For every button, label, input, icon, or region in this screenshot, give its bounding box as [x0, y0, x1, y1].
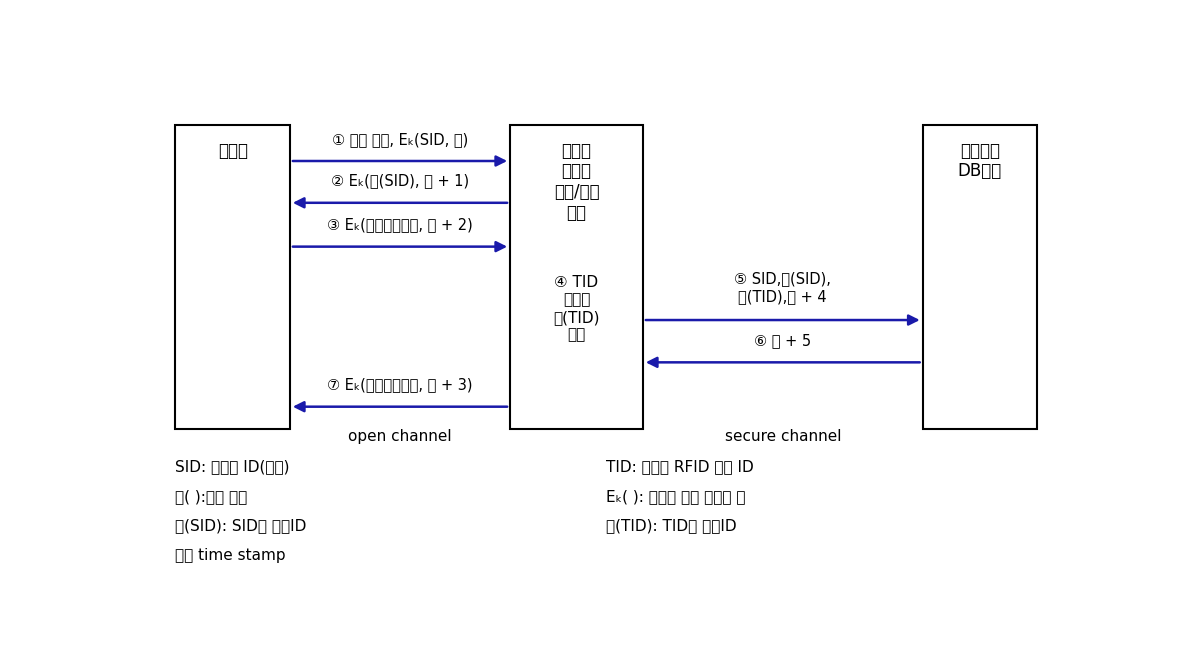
Text: open channel: open channel: [348, 429, 452, 444]
Text: 전자출결
DB서버: 전자출결 DB서버: [958, 142, 1002, 181]
Text: ⑤ SID,𝑟(SID),
𝑟(TID),𝑡 + 4: ⑤ SID,𝑟(SID), 𝑟(TID),𝑡 + 4: [735, 271, 832, 304]
Text: ④ TID
등록과
𝑟(TID)
생성: ④ TID 등록과 𝑟(TID) 생성: [554, 275, 600, 342]
Text: Eₖ( ): 비밀키 𝑘로 암호화 됨: Eₖ( ): 비밀키 𝑘로 암호화 됨: [606, 489, 745, 504]
Bar: [923, 125, 1037, 428]
Bar: [175, 125, 290, 428]
Text: SID: 학생의 ID(학번): SID: 학생의 ID(학번): [175, 459, 290, 474]
Text: 𝑟(SID): SID의 메타ID: 𝑟(SID): SID의 메타ID: [175, 518, 306, 534]
Text: 다기능
학생증
등록/발급
서버: 다기능 학생증 등록/발급 서버: [554, 142, 600, 222]
Text: ① 등록 요청, Eₖ(SID, 𝑡): ① 등록 요청, Eₖ(SID, 𝑡): [332, 132, 468, 147]
Text: ⑥ 𝑡 + 5: ⑥ 𝑡 + 5: [755, 333, 812, 348]
Text: secure channel: secure channel: [724, 429, 841, 444]
Text: ② Eₖ(𝑟(SID), 𝑡 + 1): ② Eₖ(𝑟(SID), 𝑡 + 1): [331, 173, 470, 189]
Bar: [510, 125, 644, 428]
Text: TID: 학생의 RFID 태그 ID: TID: 학생의 RFID 태그 ID: [606, 459, 754, 474]
Text: 𝑡： time stamp: 𝑡： time stamp: [175, 548, 286, 563]
Text: 관리자: 관리자: [218, 142, 247, 160]
Text: ③ Eₖ(태그발급요청, 𝑡 + 2): ③ Eₖ(태그발급요청, 𝑡 + 2): [328, 217, 473, 232]
Text: 𝑟( ):해쉬 함수: 𝑟( ):해쉬 함수: [175, 489, 247, 504]
Text: 𝑟(TID): TID의 메타ID: 𝑟(TID): TID의 메타ID: [606, 518, 737, 534]
Text: ⑦ Eₖ(태그발급완료, 𝑡 + 3): ⑦ Eₖ(태그발급완료, 𝑡 + 3): [328, 377, 473, 393]
